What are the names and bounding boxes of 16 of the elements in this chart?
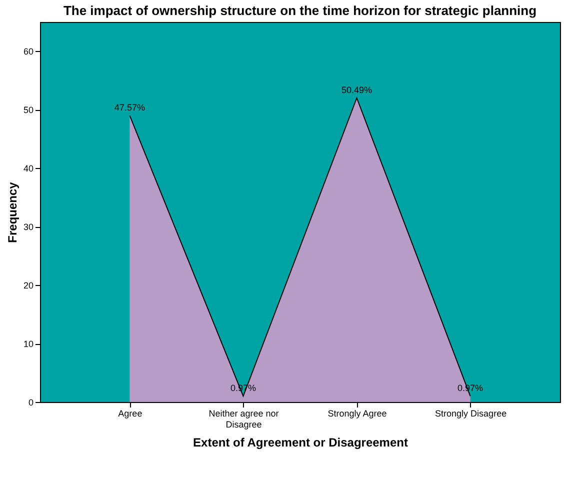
y-tick-label: 10 — [23, 339, 34, 350]
y-tick-label: 60 — [23, 46, 34, 57]
x-tick-label: Strongly Disagree — [435, 408, 507, 418]
x-tick-label: Agree — [118, 408, 142, 418]
y-tick-label: 50 — [23, 105, 34, 116]
y-tick-label: 40 — [23, 164, 34, 174]
x-tick-label: Neither agree nor Disagree — [208, 408, 279, 430]
text: 50.49% — [342, 85, 372, 95]
text: 47.57% — [114, 102, 145, 113]
x-tick-label: Strongly Agree — [328, 408, 387, 418]
y-axis-title: Frequency — [5, 182, 20, 243]
chart-title: The impact of ownership structure on the time horizon for strategic planning — [63, 3, 537, 18]
y-tick-label: 20 — [23, 280, 34, 291]
y-tick-label: 30 — [23, 222, 34, 232]
y-tick-label: 0 — [28, 398, 34, 408]
x-axis-title: Extent of Agreement or Disagreement — [193, 436, 408, 450]
